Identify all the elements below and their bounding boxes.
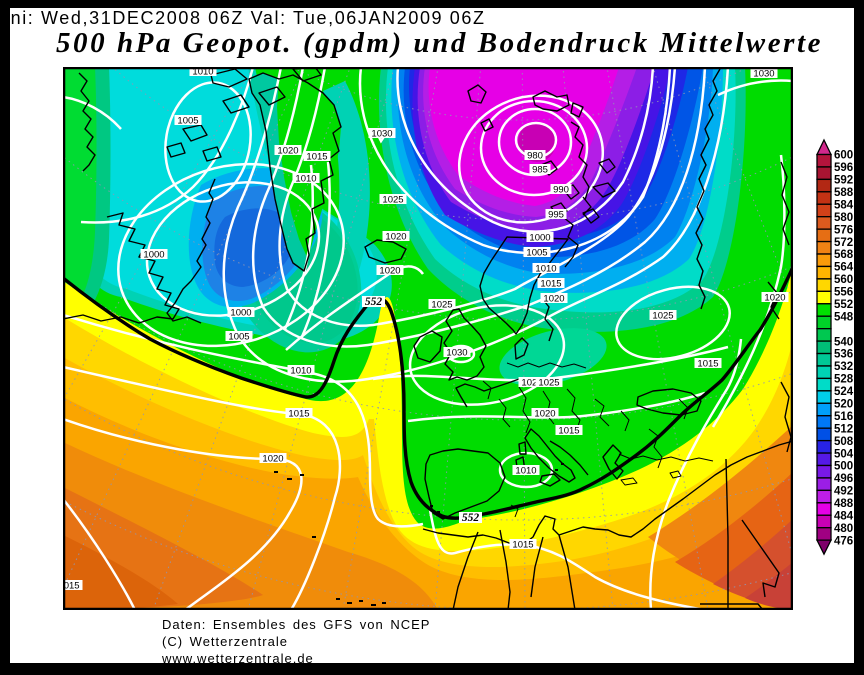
svg-text:1015: 1015 [288, 409, 309, 420]
svg-text:1025: 1025 [538, 378, 559, 389]
svg-text:536: 536 [834, 349, 853, 361]
svg-text:1020: 1020 [521, 378, 542, 389]
svg-text:484: 484 [834, 510, 854, 522]
svg-text:1020: 1020 [534, 409, 555, 420]
svg-text:1005: 1005 [526, 248, 547, 259]
svg-text:1015: 1015 [697, 359, 718, 370]
svg-text:524: 524 [834, 386, 854, 398]
svg-text:580: 580 [834, 212, 853, 224]
svg-text:985: 985 [532, 165, 548, 176]
svg-text:572: 572 [834, 237, 853, 249]
svg-text:540: 540 [834, 336, 853, 348]
svg-text:990: 990 [553, 185, 569, 196]
svg-text:516: 516 [834, 411, 853, 423]
svg-text:1010: 1010 [192, 67, 213, 78]
svg-text:1020: 1020 [543, 294, 564, 305]
svg-text:1010: 1010 [535, 264, 556, 275]
svg-text:1000: 1000 [143, 250, 164, 261]
svg-text:1005: 1005 [228, 332, 249, 343]
svg-text:1020: 1020 [277, 146, 298, 157]
svg-text:552: 552 [365, 296, 383, 308]
svg-text:488: 488 [834, 498, 854, 510]
svg-text:556: 556 [834, 287, 853, 299]
svg-text:1030: 1030 [371, 129, 392, 140]
svg-text:520: 520 [834, 399, 853, 411]
svg-text:1015: 1015 [512, 540, 533, 551]
svg-text:1000: 1000 [529, 233, 550, 244]
svg-text:1020: 1020 [385, 232, 406, 243]
svg-text:1020: 1020 [379, 266, 400, 277]
svg-text:1015: 1015 [540, 279, 561, 290]
svg-text:1010: 1010 [290, 366, 311, 377]
svg-text:548: 548 [834, 311, 854, 323]
svg-text:596: 596 [834, 162, 853, 174]
svg-text:492: 492 [834, 486, 853, 498]
svg-text:576: 576 [834, 224, 853, 236]
svg-text:560: 560 [834, 274, 853, 286]
svg-text:528: 528 [834, 374, 854, 386]
svg-text:552: 552 [834, 299, 853, 311]
svg-text:980: 980 [527, 151, 543, 162]
svg-text:504: 504 [834, 448, 854, 460]
svg-text:1010: 1010 [295, 174, 316, 185]
svg-text:1030: 1030 [753, 69, 774, 80]
svg-text:1015: 1015 [63, 581, 80, 592]
svg-text:500: 500 [834, 461, 853, 473]
svg-text:564: 564 [834, 262, 854, 274]
svg-text:600: 600 [834, 150, 853, 162]
svg-text:1000: 1000 [230, 308, 251, 319]
svg-text:476: 476 [834, 535, 853, 547]
svg-text:584: 584 [834, 199, 854, 211]
svg-text:588: 588 [834, 187, 854, 199]
svg-text:508: 508 [834, 436, 854, 448]
svg-text:568: 568 [834, 249, 854, 261]
svg-text:1005: 1005 [177, 116, 198, 127]
svg-text:1025: 1025 [382, 195, 403, 206]
svg-text:1015: 1015 [558, 426, 579, 437]
svg-text:552: 552 [462, 512, 480, 524]
svg-text:480: 480 [834, 523, 853, 535]
svg-text:995: 995 [548, 210, 564, 221]
svg-text:532: 532 [834, 361, 853, 373]
svg-text:1030: 1030 [446, 348, 467, 359]
svg-text:1010: 1010 [515, 466, 536, 477]
svg-text:1020: 1020 [764, 293, 785, 304]
svg-text:1025: 1025 [652, 311, 673, 322]
svg-text:1015: 1015 [306, 152, 327, 163]
svg-text:512: 512 [834, 423, 853, 435]
svg-text:592: 592 [834, 175, 853, 187]
svg-text:1025: 1025 [431, 300, 452, 311]
svg-text:496: 496 [834, 473, 853, 485]
svg-text:1020: 1020 [262, 454, 283, 465]
